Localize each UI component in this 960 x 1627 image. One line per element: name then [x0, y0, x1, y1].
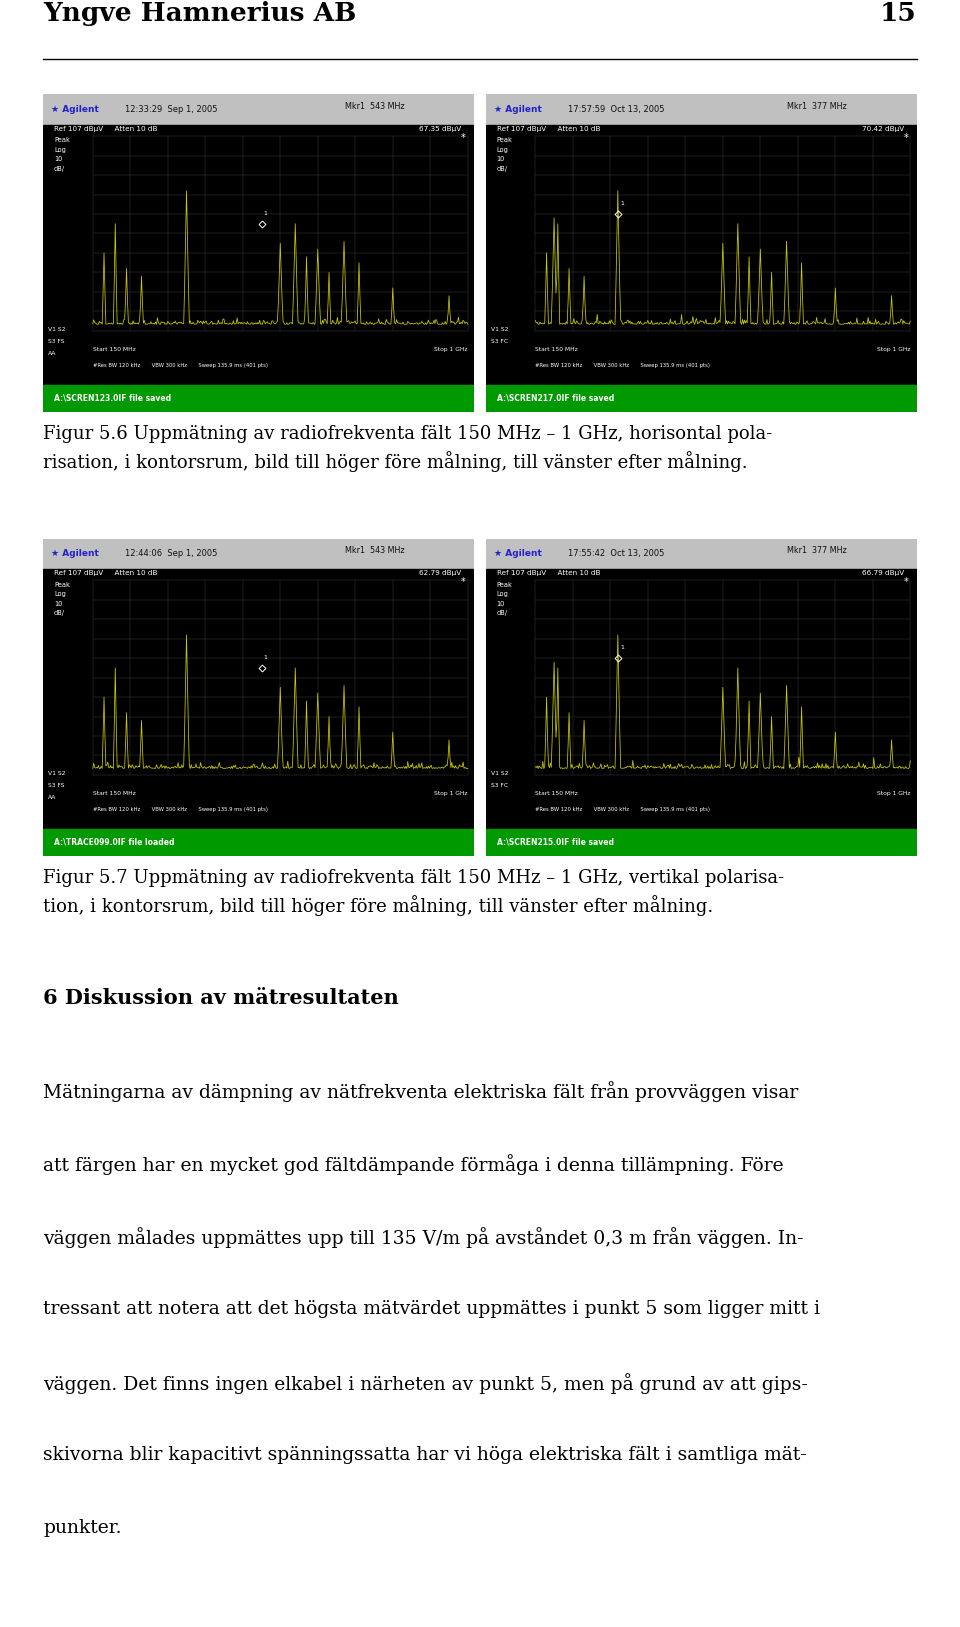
- Text: 1: 1: [264, 656, 268, 661]
- Text: 1: 1: [620, 646, 624, 651]
- Text: Peak: Peak: [54, 137, 70, 143]
- Text: A:\TRACE099.0IF file loaded: A:\TRACE099.0IF file loaded: [54, 838, 175, 848]
- Text: 17:57:59  Oct 13, 2005: 17:57:59 Oct 13, 2005: [567, 106, 664, 114]
- Bar: [486, 828, 917, 856]
- Bar: [43, 569, 474, 828]
- Text: V1 S2: V1 S2: [491, 771, 509, 776]
- Text: dB/: dB/: [54, 166, 65, 172]
- Text: Peak: Peak: [496, 137, 513, 143]
- Text: Stop 1 GHz: Stop 1 GHz: [434, 791, 468, 797]
- Text: 70.42 dBµV: 70.42 dBµV: [862, 125, 904, 132]
- Text: *: *: [461, 578, 466, 587]
- Text: Ref 107 dBµV     Atten 10 dB: Ref 107 dBµV Atten 10 dB: [496, 569, 600, 576]
- Text: Mkr1  377 MHz: Mkr1 377 MHz: [787, 545, 848, 555]
- Bar: [486, 125, 917, 384]
- Text: 62.79 dBµV: 62.79 dBµV: [420, 569, 462, 576]
- Text: ★ Agilent: ★ Agilent: [493, 550, 541, 558]
- Text: Start 150 MHz: Start 150 MHz: [93, 347, 135, 353]
- Bar: [43, 94, 474, 125]
- Text: 66.79 dBµV: 66.79 dBµV: [862, 569, 904, 576]
- Text: Mätningarna av dämpning av nätfrekventa elektriska fält från provväggen visar: Mätningarna av dämpning av nätfrekventa …: [43, 1082, 799, 1101]
- Text: 10: 10: [54, 600, 62, 607]
- Text: S3 FS: S3 FS: [48, 783, 65, 787]
- Text: V1 S2: V1 S2: [491, 327, 509, 332]
- Text: V1 S2: V1 S2: [48, 771, 66, 776]
- Text: dB/: dB/: [496, 166, 508, 172]
- Bar: [486, 569, 917, 828]
- Text: ★ Agilent: ★ Agilent: [493, 106, 541, 114]
- Text: Ref 107 dBµV     Atten 10 dB: Ref 107 dBµV Atten 10 dB: [54, 569, 157, 576]
- Text: 10: 10: [496, 156, 505, 163]
- Bar: [43, 125, 474, 384]
- Text: Log: Log: [54, 591, 66, 597]
- Text: 15: 15: [880, 2, 917, 26]
- Bar: [486, 384, 917, 412]
- Text: att färgen har en mycket god fältdämpande förmåga i denna tillämpning. Före: att färgen har en mycket god fältdämpand…: [43, 1154, 783, 1175]
- Text: Start 150 MHz: Start 150 MHz: [93, 791, 135, 797]
- Text: S3 FC: S3 FC: [491, 338, 508, 343]
- Text: A:\SCREN123.0IF file saved: A:\SCREN123.0IF file saved: [54, 394, 171, 403]
- Text: ★ Agilent: ★ Agilent: [51, 550, 99, 558]
- Text: Stop 1 GHz: Stop 1 GHz: [876, 347, 910, 353]
- Text: Log: Log: [496, 146, 509, 153]
- Text: 17:55:42  Oct 13, 2005: 17:55:42 Oct 13, 2005: [567, 550, 664, 558]
- Text: AA: AA: [48, 351, 57, 356]
- Text: tressant att notera att det högsta mätvärdet uppmättes i punkt 5 som ligger mitt: tressant att notera att det högsta mätvä…: [43, 1300, 820, 1318]
- Bar: [486, 539, 917, 569]
- Text: Log: Log: [54, 146, 66, 153]
- Text: skivorna blir kapacitivt spänningssatta har vi höga elektriska fält i samtliga m: skivorna blir kapacitivt spänningssatta …: [43, 1446, 807, 1464]
- Text: Mkr1  543 MHz: Mkr1 543 MHz: [345, 101, 404, 111]
- Text: ★ Agilent: ★ Agilent: [51, 106, 99, 114]
- Text: Yngve Hamnerius AB: Yngve Hamnerius AB: [43, 2, 356, 26]
- Text: A:\SCREN215.0IF file saved: A:\SCREN215.0IF file saved: [496, 838, 613, 848]
- Text: dB/: dB/: [54, 610, 65, 617]
- Bar: [43, 384, 474, 412]
- Text: #Res BW 120 kHz       VBW 300 kHz       Sweep 135.9 ms (401 pts): #Res BW 120 kHz VBW 300 kHz Sweep 135.9 …: [536, 363, 710, 368]
- Bar: [43, 539, 474, 569]
- Text: AA: AA: [48, 796, 57, 800]
- Text: Peak: Peak: [496, 581, 513, 587]
- Text: Figur 5.6 Uppmätning av radiofrekventa fält 150 MHz – 1 GHz, horisontal pola-
ri: Figur 5.6 Uppmätning av radiofrekventa f…: [43, 425, 773, 472]
- Text: *: *: [903, 578, 908, 587]
- Text: 1: 1: [620, 202, 624, 207]
- Text: *: *: [903, 133, 908, 143]
- Text: S3 FS: S3 FS: [48, 338, 65, 343]
- Text: Stop 1 GHz: Stop 1 GHz: [434, 347, 468, 353]
- Bar: [486, 94, 917, 125]
- Text: S3 FC: S3 FC: [491, 783, 508, 787]
- Text: 10: 10: [54, 156, 62, 163]
- Text: väggen målades uppmättes upp till 135 V/m på avståndet 0,3 m från väggen. In-: väggen målades uppmättes upp till 135 V/…: [43, 1227, 804, 1248]
- Text: Peak: Peak: [54, 581, 70, 587]
- Text: Mkr1  543 MHz: Mkr1 543 MHz: [345, 545, 404, 555]
- Text: 6 Diskussion av mätresultaten: 6 Diskussion av mätresultaten: [43, 988, 399, 1007]
- Text: 1: 1: [264, 212, 268, 216]
- Text: punkter.: punkter.: [43, 1520, 122, 1538]
- Text: Start 150 MHz: Start 150 MHz: [536, 791, 578, 797]
- Text: 10: 10: [496, 600, 505, 607]
- Text: V1 S2: V1 S2: [48, 327, 66, 332]
- Text: A:\SCREN217.0IF file saved: A:\SCREN217.0IF file saved: [496, 394, 613, 403]
- Text: Log: Log: [496, 591, 509, 597]
- Text: Start 150 MHz: Start 150 MHz: [536, 347, 578, 353]
- Text: dB/: dB/: [496, 610, 508, 617]
- Text: Ref 107 dBµV     Atten 10 dB: Ref 107 dBµV Atten 10 dB: [54, 125, 157, 132]
- Text: väggen. Det finns ingen elkabel i närheten av punkt 5, men på grund av att gips-: väggen. Det finns ingen elkabel i närhet…: [43, 1373, 808, 1394]
- Text: Stop 1 GHz: Stop 1 GHz: [876, 791, 910, 797]
- Text: #Res BW 120 kHz       VBW 300 kHz       Sweep 135.9 ms (401 pts): #Res BW 120 kHz VBW 300 kHz Sweep 135.9 …: [93, 363, 268, 368]
- Text: 12:44:06  Sep 1, 2005: 12:44:06 Sep 1, 2005: [125, 550, 218, 558]
- Text: Figur 5.7 Uppmätning av radiofrekventa fält 150 MHz – 1 GHz, vertikal polarisa-
: Figur 5.7 Uppmätning av radiofrekventa f…: [43, 869, 784, 916]
- Text: #Res BW 120 kHz       VBW 300 kHz       Sweep 135.9 ms (401 pts): #Res BW 120 kHz VBW 300 kHz Sweep 135.9 …: [536, 807, 710, 812]
- Text: 12:33:29  Sep 1, 2005: 12:33:29 Sep 1, 2005: [125, 106, 218, 114]
- Bar: [43, 828, 474, 856]
- Text: 67.35 dBµV: 67.35 dBµV: [420, 125, 462, 132]
- Text: #Res BW 120 kHz       VBW 300 kHz       Sweep 135.9 ms (401 pts): #Res BW 120 kHz VBW 300 kHz Sweep 135.9 …: [93, 807, 268, 812]
- Text: Ref 107 dBµV     Atten 10 dB: Ref 107 dBµV Atten 10 dB: [496, 125, 600, 132]
- Text: *: *: [461, 133, 466, 143]
- Text: Mkr1  377 MHz: Mkr1 377 MHz: [787, 101, 848, 111]
